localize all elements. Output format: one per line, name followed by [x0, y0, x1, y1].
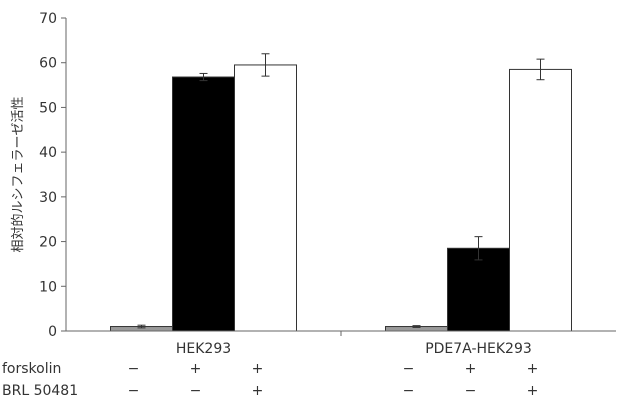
bar-1-3: [234, 64, 297, 332]
y-tick-label: 10: [39, 279, 57, 295]
y-tick-label: 0: [48, 324, 57, 340]
bar-1-2: [172, 76, 235, 332]
condition-sign: −: [128, 383, 140, 399]
condition-sign: −: [403, 383, 415, 399]
y-tick-label: 30: [39, 190, 57, 206]
condition-label: BRL 50481: [2, 383, 78, 399]
y-tick-label: 60: [39, 56, 57, 72]
condition-sign: −: [128, 361, 140, 377]
condition-sign: +: [527, 361, 539, 377]
y-tick-label: 50: [39, 100, 57, 116]
condition-sign: −: [403, 361, 415, 377]
condition-sign: +: [252, 383, 264, 399]
condition-sign: −: [465, 383, 477, 399]
condition-sign: +: [465, 361, 477, 377]
condition-sign: +: [252, 361, 264, 377]
condition-sign: +: [527, 383, 539, 399]
y-axis-title: 相対的ルシフェラーゼ活性: [10, 96, 26, 252]
condition-sign: −: [190, 383, 202, 399]
group-label: HEK293: [176, 341, 231, 357]
bar-2-2: [447, 247, 510, 332]
condition-sign: +: [190, 361, 202, 377]
bar-2-3: [509, 68, 572, 332]
y-tick-label: 20: [39, 235, 57, 251]
y-tick-label: 40: [39, 145, 57, 161]
y-tick-label: 70: [39, 11, 57, 27]
group-label: PDE7A-HEK293: [425, 341, 532, 357]
condition-label: forskolin: [2, 361, 61, 377]
